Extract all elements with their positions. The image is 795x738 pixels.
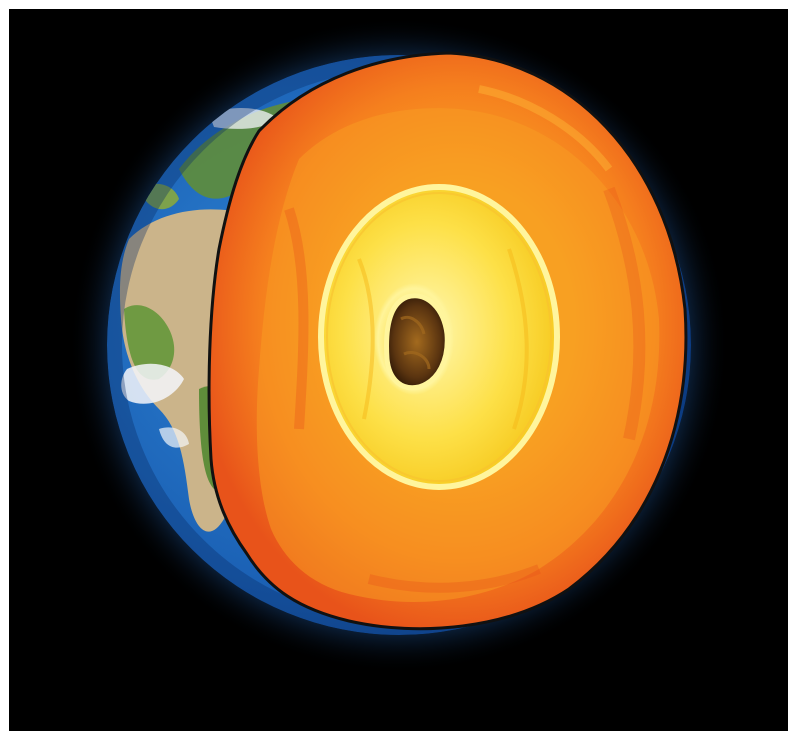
earth-cutaway-illustration bbox=[9, 9, 788, 731]
space-background bbox=[9, 9, 788, 731]
earth-interior-cutaway bbox=[207, 51, 688, 631]
inner-core-layer bbox=[384, 293, 450, 391]
